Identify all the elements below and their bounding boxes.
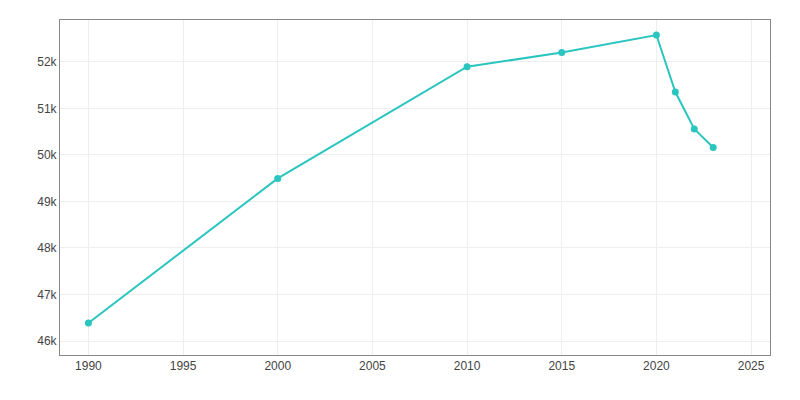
svg-text:2010: 2010 (454, 359, 481, 373)
svg-text:2025: 2025 (738, 359, 765, 373)
svg-text:52k: 52k (37, 55, 57, 69)
svg-text:1995: 1995 (170, 359, 197, 373)
svg-text:51k: 51k (37, 102, 57, 116)
svg-text:2000: 2000 (264, 359, 291, 373)
svg-text:2015: 2015 (548, 359, 575, 373)
svg-text:50k: 50k (37, 148, 57, 162)
svg-text:2020: 2020 (643, 359, 670, 373)
svg-text:47k: 47k (37, 288, 57, 302)
svg-text:48k: 48k (37, 241, 57, 255)
svg-text:46k: 46k (37, 334, 57, 348)
svg-text:2005: 2005 (359, 359, 386, 373)
svg-text:49k: 49k (37, 195, 57, 209)
svg-text:1990: 1990 (75, 359, 102, 373)
